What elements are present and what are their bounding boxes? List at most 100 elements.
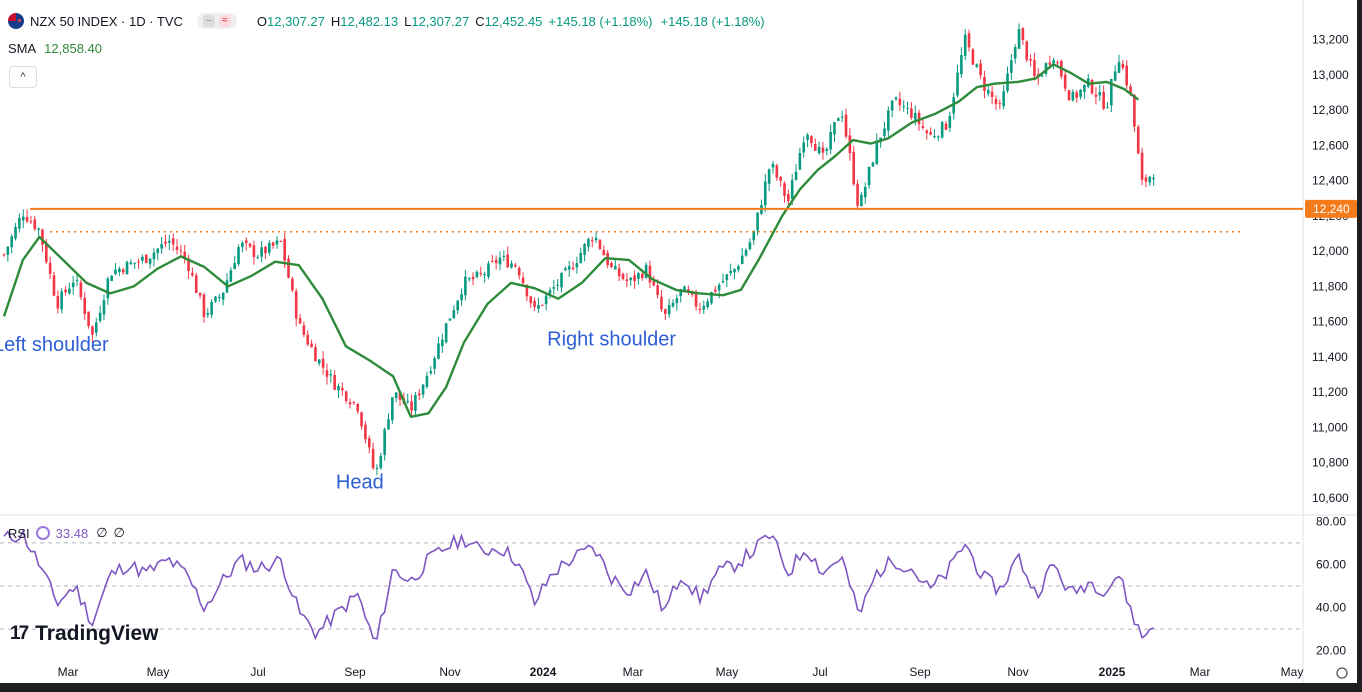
time-tick-label: Sep	[344, 665, 366, 679]
candle-body	[287, 258, 290, 278]
candle-body	[271, 242, 275, 246]
candle-body	[887, 110, 890, 131]
rsi-value: 33.48	[55, 525, 89, 541]
candle-body	[1021, 27, 1025, 40]
candle-body	[429, 371, 433, 374]
candle-body	[198, 292, 202, 296]
candle-body	[206, 313, 210, 315]
candle-body	[456, 300, 459, 311]
candle-body	[660, 296, 663, 310]
candle-body	[14, 226, 17, 239]
candle-body	[817, 146, 821, 154]
candle-body	[164, 241, 167, 244]
candle-body	[171, 238, 175, 245]
pattern-annotation: Right shoulder	[547, 329, 676, 351]
price-tick-label: 13,200	[1312, 33, 1349, 47]
hide-series-icon[interactable]: –	[202, 15, 215, 27]
candle-body	[571, 267, 575, 270]
candle-body	[698, 308, 702, 310]
rsi-settings-icon[interactable]	[35, 526, 50, 540]
price-tick-label: 12,600	[1312, 138, 1349, 152]
candle-body	[371, 448, 375, 468]
candle-body	[614, 266, 617, 270]
candle-body	[302, 325, 306, 335]
candle-body	[364, 424, 367, 440]
candle-body	[398, 392, 402, 400]
candle-body	[433, 358, 436, 369]
candle-body	[683, 286, 686, 291]
candle-body	[1129, 86, 1132, 94]
candle-body	[314, 347, 317, 362]
candle-body	[298, 318, 302, 324]
candle-body	[852, 151, 856, 185]
candle-body	[71, 282, 75, 288]
candle-body	[975, 64, 979, 67]
candle-body	[944, 123, 948, 130]
candle-body	[379, 455, 383, 468]
chevron-up-icon: ^	[20, 71, 26, 83]
ohlc-value-l: 12,307.27	[411, 13, 470, 29]
candle-body	[990, 91, 994, 97]
candle-body	[610, 262, 613, 268]
candle-body	[221, 292, 225, 300]
symbol-legend: NZX 50 INDEX · 1D · TVC – ≈ O12,307.27 H1…	[8, 13, 765, 29]
candle-body	[910, 108, 913, 118]
rsi-tick-label: 40.00	[1316, 601, 1346, 615]
candle-body	[260, 247, 263, 257]
candle-body	[1013, 47, 1017, 59]
candle-body	[241, 242, 244, 248]
price-tick-label: 11,800	[1312, 279, 1348, 293]
candle-body	[594, 237, 598, 241]
candle-body	[775, 165, 779, 178]
candle-body	[175, 246, 179, 251]
candle-body	[883, 128, 886, 137]
candle-body	[83, 297, 87, 314]
candle-body	[529, 296, 533, 304]
pattern-annotation: Left shoulder	[0, 334, 109, 356]
candle-body	[1140, 152, 1144, 180]
candle-body	[967, 33, 971, 48]
candle-body	[248, 243, 252, 247]
settings-gear-icon[interactable]	[1336, 667, 1348, 679]
tradingview-logo[interactable]: 17 TradingView	[10, 622, 158, 646]
time-tick-label: Mar	[58, 665, 79, 679]
candle-body	[994, 99, 998, 104]
candle-body	[483, 274, 486, 276]
candle-body	[498, 257, 502, 265]
price-tick-label: 11,400	[1312, 350, 1348, 364]
candle-body	[729, 270, 732, 274]
candle-body	[183, 251, 187, 258]
ohlc-key-o: O	[256, 13, 268, 29]
candle-body	[141, 256, 144, 261]
candle-body	[798, 152, 802, 170]
candle-body	[437, 343, 440, 359]
candle-body	[1017, 29, 1021, 49]
collapse-legend-button[interactable]: ^	[9, 66, 37, 88]
candle-body	[844, 114, 848, 137]
candle-body	[306, 334, 310, 345]
ohlc-key-c: C	[475, 13, 485, 29]
candle-body	[106, 278, 110, 299]
rsi-legend[interactable]: RSI 33.48 ∅ ∅	[8, 525, 131, 541]
sma-legend[interactable]: SMA 12,858.40	[8, 41, 102, 56]
candle-body	[1048, 62, 1052, 65]
candle-body	[229, 270, 233, 282]
wave-icon[interactable]: ≈	[218, 15, 231, 27]
rsi-label: RSI	[8, 525, 30, 541]
candle-body	[1152, 177, 1155, 180]
candle-body	[929, 132, 932, 135]
candle-body	[986, 90, 990, 94]
candle-body	[2, 254, 6, 256]
nz-flag-icon	[8, 13, 24, 29]
symbol-title[interactable]: NZX 50 INDEX · 1D · TVC	[30, 13, 183, 29]
candle-body	[102, 300, 106, 315]
candle-body	[894, 97, 898, 100]
brand-name: TradingView	[35, 622, 159, 645]
series-toggle[interactable]: – ≈	[196, 13, 237, 29]
candle-body	[983, 76, 986, 91]
candle-body	[1106, 107, 1109, 109]
candle-body	[667, 305, 671, 315]
rsi-line	[3, 528, 1154, 641]
